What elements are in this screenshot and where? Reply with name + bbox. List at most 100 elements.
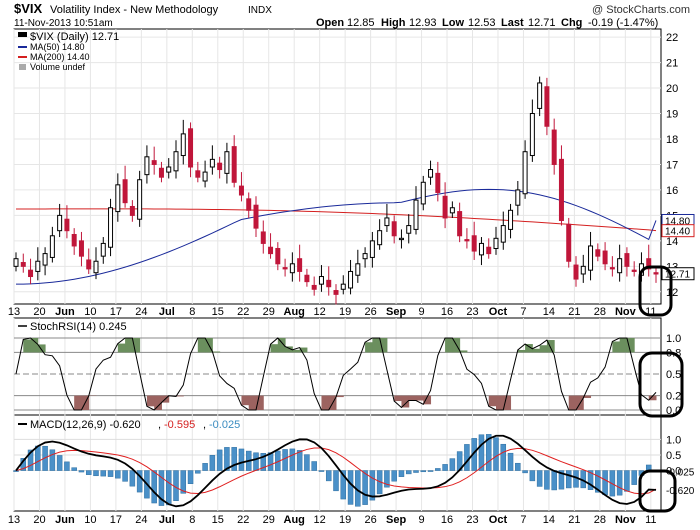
macd-histogram-bar [420,470,427,473]
price-series [13,76,659,305]
candle-body [202,171,208,182]
macd-histogram-bar [151,470,157,504]
stochrsi-y-tick-label: 1.0 [666,333,681,345]
macd-histogram-bar [405,470,412,475]
candle-body [238,185,244,196]
stochrsi-oversold-fill [248,395,257,410]
x-tick-label-upper: Jun [55,306,75,318]
stochrsi-oversold-fill [74,395,82,410]
annotation-box-stochrsi [638,351,684,418]
candle-body [137,179,143,220]
candle-body [86,259,92,270]
x-tick-label-lower: Oct [489,514,508,526]
x-tick-label-lower: Aug [284,514,305,526]
candle-body [595,249,601,257]
candle-body [544,86,550,127]
candle-body [195,170,201,178]
macd-histogram-bar [616,470,623,496]
candle-body [362,253,368,260]
macd-histogram-bar [180,470,187,494]
macd-histogram-bar [158,470,165,506]
candle-body [631,269,637,272]
macd-histogram-bar [624,470,630,492]
macd-histogram-bar [413,470,419,473]
candle-body [311,284,317,290]
stochrsi-oversold-fill [503,395,512,410]
macd-histogram-bar [296,450,303,471]
stochrsi-legend: StochRSI(14) 0.245 [18,321,127,333]
x-tick-label-lower: 23 [466,514,478,526]
macd-histogram-bar [165,470,172,506]
macd-histogram-bar [318,470,325,472]
grid-layer [13,29,661,511]
instrument-name: Volatility Index - New Methodology [50,4,219,16]
macd-histogram-bar [71,467,77,471]
stochrsi-overbought-fill [365,342,373,353]
last-value: 12.71 [528,17,556,29]
stochrsi-oversold-fill [256,395,264,410]
candle-body [289,263,295,274]
candle-body [268,246,274,255]
stochrsi-oversold-fill [408,395,417,401]
macd-histogram-bar [27,449,34,471]
macd-histogram-bar [42,445,48,471]
x-tick-label-lower: 22 [237,514,249,526]
stochrsi-overbought-fill [292,349,301,353]
low-label: Low [442,17,464,29]
x-tick-label-lower: 7 [520,514,526,526]
price-y-tick-label: 17 [666,159,678,171]
macd-histogram-bar [100,470,107,477]
macd-panel [13,414,662,512]
volume-legend-label: Volume undef [30,62,86,72]
x-tick-label-upper: Oct [489,306,508,318]
macd-histogram-bar [64,461,70,471]
candle-body [355,263,361,276]
macd-histogram-bar [93,470,99,477]
macd-histogram-bar [231,447,237,471]
candle-body [573,264,579,280]
macd-histogram-bar [551,470,557,491]
stochrsi-overbought-fill [372,338,381,353]
macd-histogram-bar [398,470,405,477]
candle-body [318,276,324,285]
macd-histogram-bar [289,448,296,471]
x-tick-label-lower: 13 [8,514,20,526]
x-tick-label-upper: 16 [441,306,453,318]
macd-histogram-bar [173,470,179,501]
candle-body [297,258,303,272]
macd-histogram-bar [529,470,536,482]
x-tick-label-lower: 12 [314,514,326,526]
stochrsi-overbought-fill [197,338,206,353]
price-y-tick-label: 14 [666,236,678,248]
x-tick-label-upper: 9 [418,306,424,318]
macd-histogram-bar [209,455,216,471]
macd-histogram-bar [333,470,339,492]
x-tick-label-upper: 7 [520,306,526,318]
stochrsi-overbought-fill [459,350,468,353]
low-value: 12.53 [468,17,496,29]
candle-body [260,231,266,244]
x-tick-label-lower: 19 [339,514,351,526]
x-tick-label-lower: 26 [364,514,376,526]
candle-body [420,181,426,205]
high-label: High [381,17,406,29]
ma50-price-tag: 14.80 [665,216,690,227]
macd-histogram-bar [122,470,128,482]
stochrsi-overbought-fill [546,340,555,353]
candle-body [529,113,535,157]
stochrsi-series [15,337,657,411]
x-tick-label-upper: 15 [212,306,224,318]
candle-body [144,156,150,176]
x-tick-label-upper: 12 [314,306,326,318]
x-tick-label-lower: 24 [135,514,147,526]
candle-body [646,258,652,270]
stochrsi-overbought-fill [277,338,286,353]
candle-body [122,179,128,204]
candle-body [180,133,186,157]
price-y-tick-label: 18 [666,134,678,146]
last-label: Last [501,17,524,29]
macd-histogram-bar [515,462,521,471]
stochrsi-overbought-fill [270,344,279,353]
macd-histogram-bar [369,470,376,501]
macd-legend-comma2: , [203,419,206,431]
